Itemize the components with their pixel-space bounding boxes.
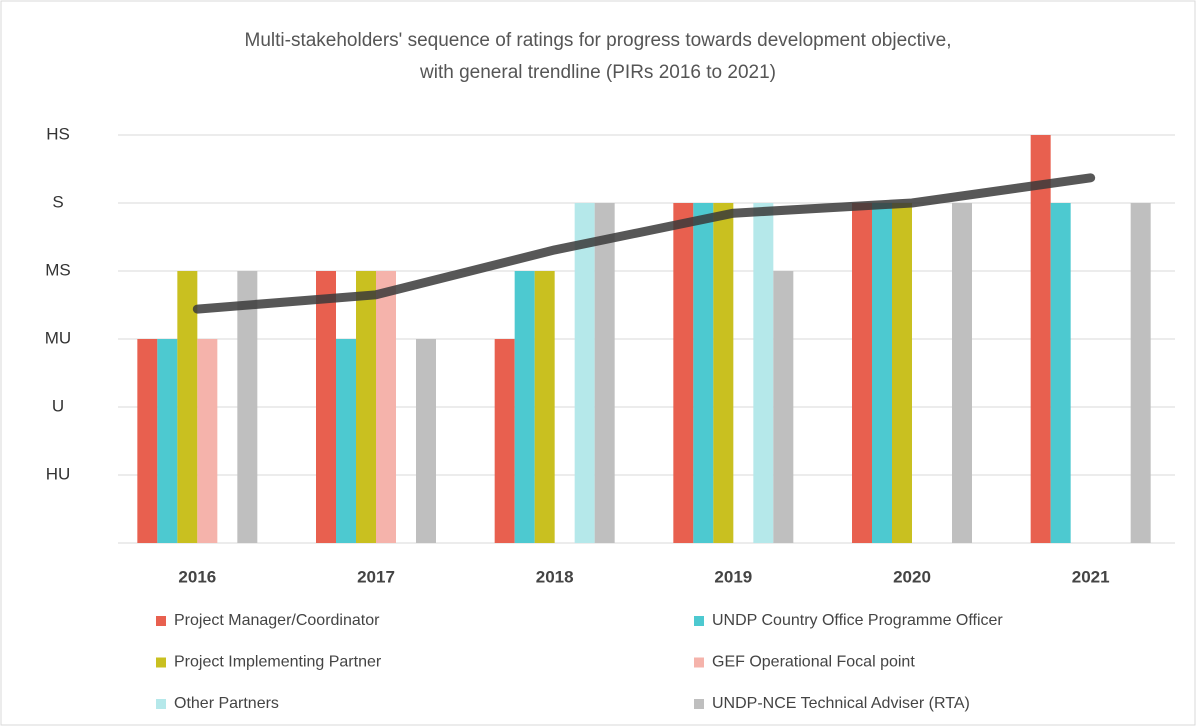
trendline xyxy=(192,173,1096,314)
bar xyxy=(952,203,972,543)
legend-swatch xyxy=(156,616,166,626)
y-tick-label: MS xyxy=(45,260,71,279)
x-tick-label: 2020 xyxy=(893,567,931,586)
bar xyxy=(892,203,912,543)
bar xyxy=(197,339,218,543)
chart-title: with general trendline (PIRs 2016 to 202… xyxy=(419,62,776,83)
bar xyxy=(157,339,178,543)
bar xyxy=(514,271,535,543)
legend-swatch xyxy=(156,699,166,709)
bar xyxy=(1050,203,1071,543)
bar xyxy=(316,271,336,543)
legend-swatch xyxy=(694,616,704,626)
x-tick-label: 2018 xyxy=(536,567,574,586)
bar xyxy=(773,271,794,543)
bar xyxy=(137,339,158,543)
bar xyxy=(356,271,376,543)
bar xyxy=(872,203,892,543)
legend-label: GEF Operational Focal point xyxy=(712,654,915,671)
bar xyxy=(1130,203,1151,543)
legend-swatch xyxy=(694,699,704,709)
x-tick-label: 2016 xyxy=(178,567,216,586)
bar xyxy=(1030,135,1051,543)
bar xyxy=(693,203,714,543)
x-tick-label: 2017 xyxy=(357,567,395,586)
bar xyxy=(416,339,436,543)
chart-title: Multi-stakeholders' sequence of ratings … xyxy=(245,30,952,51)
bar xyxy=(336,339,356,543)
legend-label: Project Implementing Partner xyxy=(174,654,382,671)
y-tick-label: HU xyxy=(46,464,71,483)
y-tick-label: MU xyxy=(45,328,71,347)
bar xyxy=(494,339,515,543)
legend-label: UNDP-NCE Technical Adviser (RTA) xyxy=(712,695,970,712)
bar xyxy=(673,203,694,543)
bar xyxy=(574,203,595,543)
bar xyxy=(852,203,872,543)
bar xyxy=(753,203,774,543)
bar xyxy=(713,203,734,543)
bar xyxy=(594,203,615,543)
legend-swatch xyxy=(156,657,166,668)
bar xyxy=(177,271,198,543)
bar xyxy=(237,271,258,543)
x-tick-label: 2019 xyxy=(714,567,752,586)
legend-label: Other Partners xyxy=(174,695,279,712)
legend-label: Project Manager/Coordinator xyxy=(174,612,380,629)
bar xyxy=(376,271,396,543)
legend-label: UNDP Country Office Programme Officer xyxy=(712,612,1003,629)
y-tick-label: HS xyxy=(46,124,70,143)
x-tick-label: 2021 xyxy=(1072,567,1110,586)
y-tick-label: S xyxy=(52,192,63,211)
legend-swatch xyxy=(694,657,704,668)
y-tick-label: U xyxy=(52,396,64,415)
bar xyxy=(534,271,555,543)
